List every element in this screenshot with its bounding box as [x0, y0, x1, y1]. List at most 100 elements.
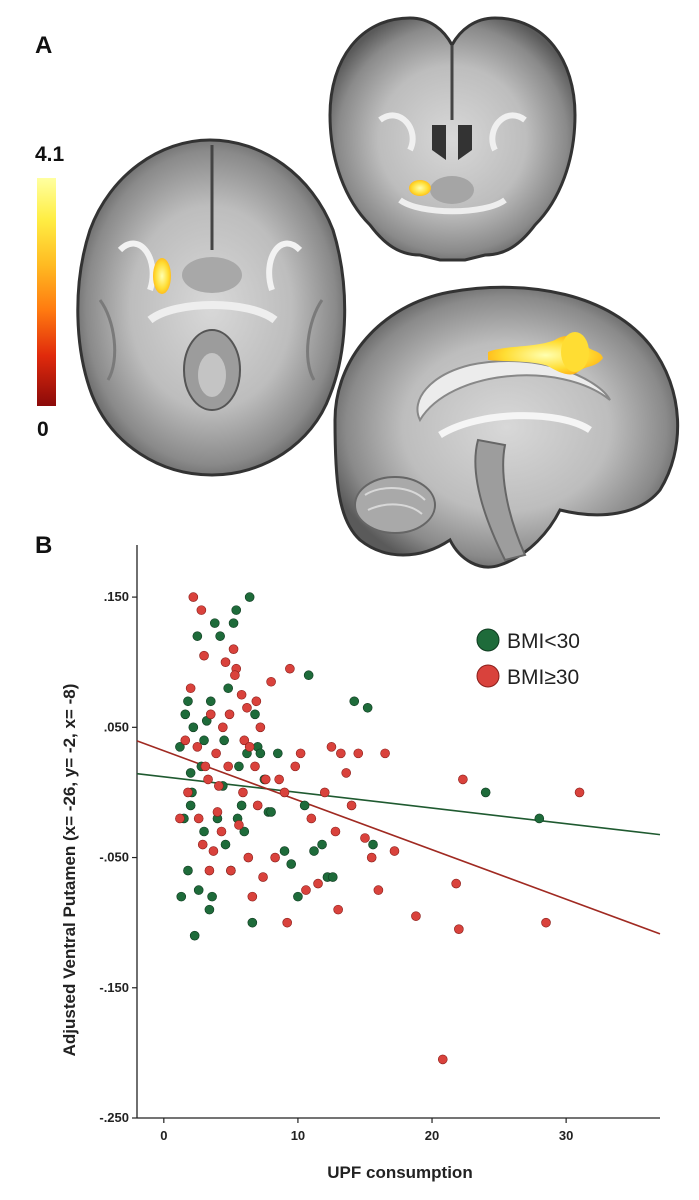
x-tick-label: 0	[160, 1128, 167, 1143]
data-point-bmi-under-30	[266, 807, 276, 817]
panel-a-label: A	[35, 32, 53, 59]
data-point-bmi-over-30	[437, 1054, 448, 1065]
data-point-bmi-over-30	[211, 748, 221, 759]
data-point-bmi-under-30	[183, 696, 193, 707]
data-point-bmi-under-30	[192, 631, 203, 641]
data-point-bmi-under-30	[188, 722, 199, 733]
data-point-bmi-over-30	[282, 917, 292, 928]
data-point-bmi-over-30	[451, 878, 461, 889]
data-point-bmi-over-30	[373, 885, 384, 895]
data-point-bmi-under-30	[185, 800, 196, 811]
data-point-bmi-over-30	[183, 787, 193, 798]
data-point-bmi-under-30	[180, 709, 191, 720]
data-point-bmi-under-30	[234, 761, 244, 772]
data-point-bmi-over-30	[333, 904, 343, 915]
data-point-bmi-under-30	[273, 748, 283, 759]
data-point-bmi-over-30	[185, 683, 196, 694]
y-tick-label: -.150	[99, 980, 129, 995]
data-points	[175, 592, 585, 1065]
data-point-bmi-over-30	[251, 696, 262, 707]
y-axis-title: Adjusted Ventral Putamen (x= -26, y= -2,…	[60, 684, 79, 1057]
data-point-bmi-over-30	[541, 917, 551, 928]
data-point-bmi-over-30	[458, 774, 468, 785]
data-point-bmi-over-30	[236, 689, 247, 700]
data-point-bmi-over-30	[226, 865, 236, 876]
legend: BMI<30 BMI≥30	[476, 628, 580, 689]
data-point-bmi-over-30	[197, 839, 208, 850]
data-point-bmi-under-30	[293, 891, 303, 902]
data-point-bmi-over-30	[238, 787, 248, 798]
data-point-bmi-over-30	[279, 787, 290, 798]
y-tick-label: -.050	[99, 850, 129, 865]
data-point-bmi-under-30	[299, 800, 310, 811]
data-point-bmi-under-30	[219, 735, 229, 746]
fit-lines	[136, 740, 661, 935]
data-point-bmi-under-30	[317, 839, 327, 850]
data-point-bmi-under-30	[255, 748, 266, 759]
x-tick-label: 10	[291, 1128, 305, 1143]
data-point-bmi-over-30	[243, 852, 254, 863]
chart-axes: -.250 -.150 -.050 .050 .150 0 10 20 30	[99, 545, 660, 1143]
data-point-bmi-under-30	[193, 885, 204, 895]
data-point-bmi-over-30	[180, 735, 191, 746]
data-point-bmi-over-30	[205, 709, 216, 720]
data-point-bmi-over-30	[366, 852, 377, 863]
data-point-bmi-over-30	[380, 748, 390, 759]
legend-marker-bmi-over-30	[476, 664, 500, 688]
data-point-bmi-over-30	[250, 761, 260, 772]
colorbar-max-label: 4.1	[35, 143, 65, 166]
data-point-bmi-under-30	[220, 839, 231, 850]
data-point-bmi-over-30	[353, 748, 364, 759]
data-point-bmi-under-30	[176, 891, 187, 902]
data-point-bmi-over-30	[326, 742, 337, 752]
fit-line-bmi-over-30	[136, 740, 661, 935]
data-point-bmi-over-30	[301, 885, 311, 895]
data-point-bmi-over-30	[230, 670, 240, 681]
data-point-bmi-under-30	[303, 670, 314, 681]
data-point-bmi-under-30	[239, 826, 250, 837]
data-point-bmi-under-30	[189, 930, 200, 941]
data-point-bmi-under-30	[223, 683, 233, 694]
colorbar	[37, 178, 56, 406]
data-point-bmi-under-30	[362, 702, 373, 713]
data-point-bmi-over-30	[255, 722, 266, 733]
data-point-bmi-over-30	[234, 820, 244, 830]
data-point-bmi-over-30	[270, 852, 280, 863]
data-point-bmi-over-30	[258, 872, 268, 882]
data-point-bmi-over-30	[208, 846, 219, 856]
legend-label-bmi-over-30: BMI≥30	[507, 666, 579, 689]
data-point-bmi-over-30	[346, 800, 357, 811]
data-point-bmi-over-30	[199, 650, 209, 661]
data-point-bmi-over-30	[336, 748, 346, 759]
data-point-bmi-under-30	[199, 735, 209, 746]
data-point-bmi-under-30	[534, 813, 545, 824]
data-point-bmi-under-30	[247, 917, 258, 928]
data-point-bmi-over-30	[252, 800, 263, 811]
data-point-bmi-under-30	[228, 618, 239, 628]
data-point-bmi-over-30	[200, 761, 211, 772]
data-point-bmi-under-30	[349, 696, 360, 707]
data-point-bmi-over-30	[411, 911, 421, 921]
data-point-bmi-over-30	[360, 833, 370, 843]
data-point-bmi-over-30	[224, 709, 235, 720]
y-tick-label: .150	[104, 589, 129, 604]
data-point-bmi-over-30	[239, 735, 250, 746]
data-point-bmi-under-30	[183, 865, 193, 876]
y-tick-label: .050	[104, 719, 129, 734]
data-point-bmi-under-30	[309, 846, 319, 856]
data-point-bmi-under-30	[250, 709, 260, 720]
panel-b-label: B	[35, 532, 53, 559]
data-point-bmi-under-30	[244, 592, 255, 602]
data-point-bmi-under-30	[199, 826, 209, 837]
data-point-bmi-over-30	[266, 676, 276, 687]
data-point-bmi-over-30	[295, 748, 306, 759]
data-point-bmi-over-30	[574, 787, 585, 798]
data-point-bmi-under-30	[286, 859, 297, 869]
y-tick-label: -.250	[99, 1110, 129, 1125]
data-point-bmi-over-30	[290, 761, 301, 772]
data-point-bmi-over-30	[188, 592, 199, 602]
data-point-bmi-under-30	[279, 846, 290, 856]
data-point-bmi-over-30	[330, 826, 341, 837]
colorbar-min-label: 0	[37, 418, 49, 441]
